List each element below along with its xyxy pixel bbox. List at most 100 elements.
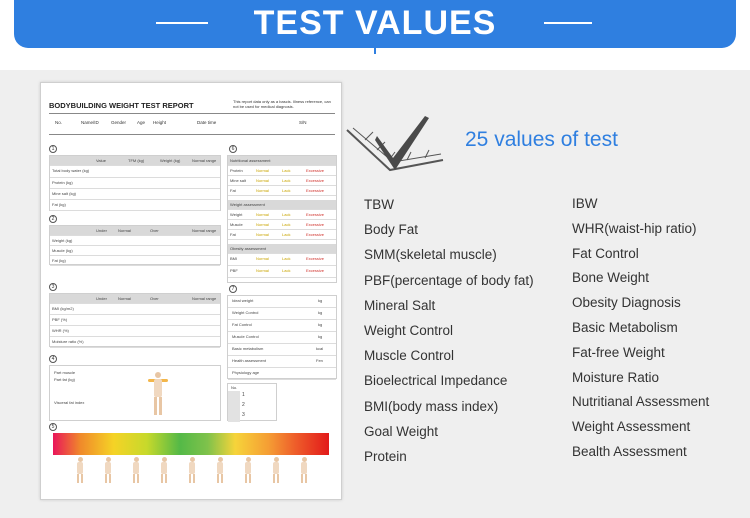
table-row: Weight Normal Lack Excessive <box>228 210 336 220</box>
option-lack: Lack <box>282 168 291 173</box>
test-value-item: Bone Weight <box>572 270 650 286</box>
group-title: Weight assessment <box>230 202 265 207</box>
row-label: Basic metabolism <box>232 346 264 351</box>
option-normal: Normal <box>256 178 269 183</box>
row-label: Fat <box>230 232 236 237</box>
table-row: PBF (%) <box>50 315 220 326</box>
row-label: Part muscle <box>54 370 76 375</box>
test-value-item: Moisture Ratio <box>572 369 660 385</box>
test-value-item: Muscle Control <box>364 348 455 364</box>
col-header: Normal <box>118 228 131 233</box>
test-value-item: Weight Control <box>364 323 454 339</box>
header-field: S/N <box>299 120 307 125</box>
history-row: 2 <box>242 402 245 408</box>
row-label: PBF <box>230 268 238 273</box>
section-number: 7 <box>229 285 237 293</box>
row-label: Visceral fat index <box>54 400 85 405</box>
test-value-item: SMM(skeletal muscle) <box>364 247 497 263</box>
report-title: BODYBUILDING WEIGHT TEST REPORT <box>49 101 194 110</box>
table-row: Mine salt (kg) <box>50 189 220 200</box>
test-value-item: TBW <box>364 197 394 212</box>
body-type-figure-icon <box>75 457 85 483</box>
row-label: Fat Control <box>232 322 252 327</box>
row-unit: Fen <box>316 358 323 363</box>
section-assessment: Nutritional assessment Protein Normal Lack… <box>227 155 337 283</box>
table-row: Ideal weight kg <box>228 296 336 308</box>
row-label: PBF (%) <box>52 317 68 322</box>
values-list-right: IBW WHR(waist-hip ratio) Fat Control Bon… <box>572 192 709 465</box>
test-value-item: Fat-free Weight <box>572 344 665 360</box>
col-header: Over <box>150 296 159 301</box>
test-value-item: Basic Metabolism <box>572 319 678 335</box>
col-header: Under <box>96 228 107 233</box>
header-field: Height <box>153 120 167 125</box>
row-label: Mine salt (kg) <box>52 191 77 196</box>
table-row: Basic metabolism kcal <box>228 344 336 356</box>
col-header: Normal range <box>192 296 217 301</box>
col-header: Normal range <box>192 228 217 233</box>
option-lack: Lack <box>282 188 291 193</box>
test-value-item: IBW <box>572 196 598 211</box>
option-excessive: Excessive <box>306 168 325 173</box>
banner-line-right <box>544 22 592 24</box>
header-field: Name/ID <box>81 120 99 125</box>
col-header: Weight (kg) <box>160 158 181 163</box>
test-value-item: Nutritianal Assessment <box>572 394 710 410</box>
table-row: Muscle Normal Lack Excessive <box>228 220 336 230</box>
section-number: 6 <box>229 145 237 153</box>
option-normal: Normal <box>256 232 269 237</box>
test-report-document: BODYBUILDING WEIGHT TEST REPORT This rep… <box>40 82 342 500</box>
body-type-figure-icon <box>131 457 141 483</box>
test-value-item: Body Fat <box>364 222 419 238</box>
row-unit: kg <box>318 310 323 315</box>
table-row: Physiology age <box>228 368 336 380</box>
header-field: No. <box>55 120 63 125</box>
table-row: Fat Control kg <box>228 320 336 332</box>
table-header-row: Value TFM (kg) Weight (kg) Normal range <box>50 156 220 166</box>
table-row: BMI (kg/m2) <box>50 304 220 315</box>
option-normal: Normal <box>256 212 269 217</box>
section-number: 5 <box>49 423 57 431</box>
table-row: Total body water (kg) <box>50 166 220 178</box>
test-value-item: Mineral Salt <box>364 297 436 313</box>
row-label: WHR (%) <box>52 328 69 333</box>
col-header: Normal <box>118 296 131 301</box>
table-row: Protein (kg) <box>50 178 220 189</box>
section-number: 2 <box>49 215 57 223</box>
test-value-item: Fat Control <box>572 245 639 261</box>
test-value-item: Bioelectrical Impedance <box>364 373 508 389</box>
option-lack: Lack <box>282 256 291 261</box>
row-unit: kcal <box>316 346 324 351</box>
section-number: 4 <box>49 355 57 363</box>
row-label: Fat (kg) <box>52 258 66 263</box>
group-header: Obesity assessment <box>228 244 336 254</box>
section-segmental: Part muscle Part fat (kg) Visceral fat i… <box>49 365 221 421</box>
table-row: WHR (%) <box>50 326 220 337</box>
option-lack: Lack <box>282 222 291 227</box>
banner-title: TEST VALUES <box>253 4 497 42</box>
row-label: Weight Control <box>232 310 259 315</box>
group-header: Weight assessment <box>228 200 336 210</box>
option-lack: Lack <box>282 232 291 237</box>
history-row: 3 <box>242 412 245 418</box>
row-label: Mine salt <box>230 178 247 183</box>
table-header-row: Under Normal Over Normal range <box>50 294 220 304</box>
test-value-item: Goal Weight <box>364 423 439 439</box>
row-label: Total body water (kg) <box>52 168 90 173</box>
table-header-row: Under Normal Over Normal range <box>50 226 220 236</box>
row-label: Muscle (kg) <box>52 248 73 253</box>
section-body-composition: Value TFM (kg) Weight (kg) Normal range … <box>49 155 221 211</box>
report-header-row: No. Name/ID Gender Age Height Date time … <box>49 113 335 135</box>
body-type-figure-icon <box>103 457 113 483</box>
banner-tick <box>374 36 376 54</box>
row-label: Weight (kg) <box>52 238 73 243</box>
row-label: Fat (kg) <box>52 202 66 207</box>
section-control: Ideal weight kg Weight Control kg Fat Cont… <box>227 295 337 380</box>
table-row: Fat (kg) <box>50 200 220 211</box>
body-type-figure-icon <box>159 457 169 483</box>
report-note: This report data only as a bascis. Illne… <box>233 99 331 109</box>
table-row: Weight (kg) <box>50 236 220 246</box>
option-normal: Normal <box>256 188 269 193</box>
test-value-item: Protein <box>364 449 407 465</box>
test-value-item: Bealth Assessment <box>572 443 687 459</box>
